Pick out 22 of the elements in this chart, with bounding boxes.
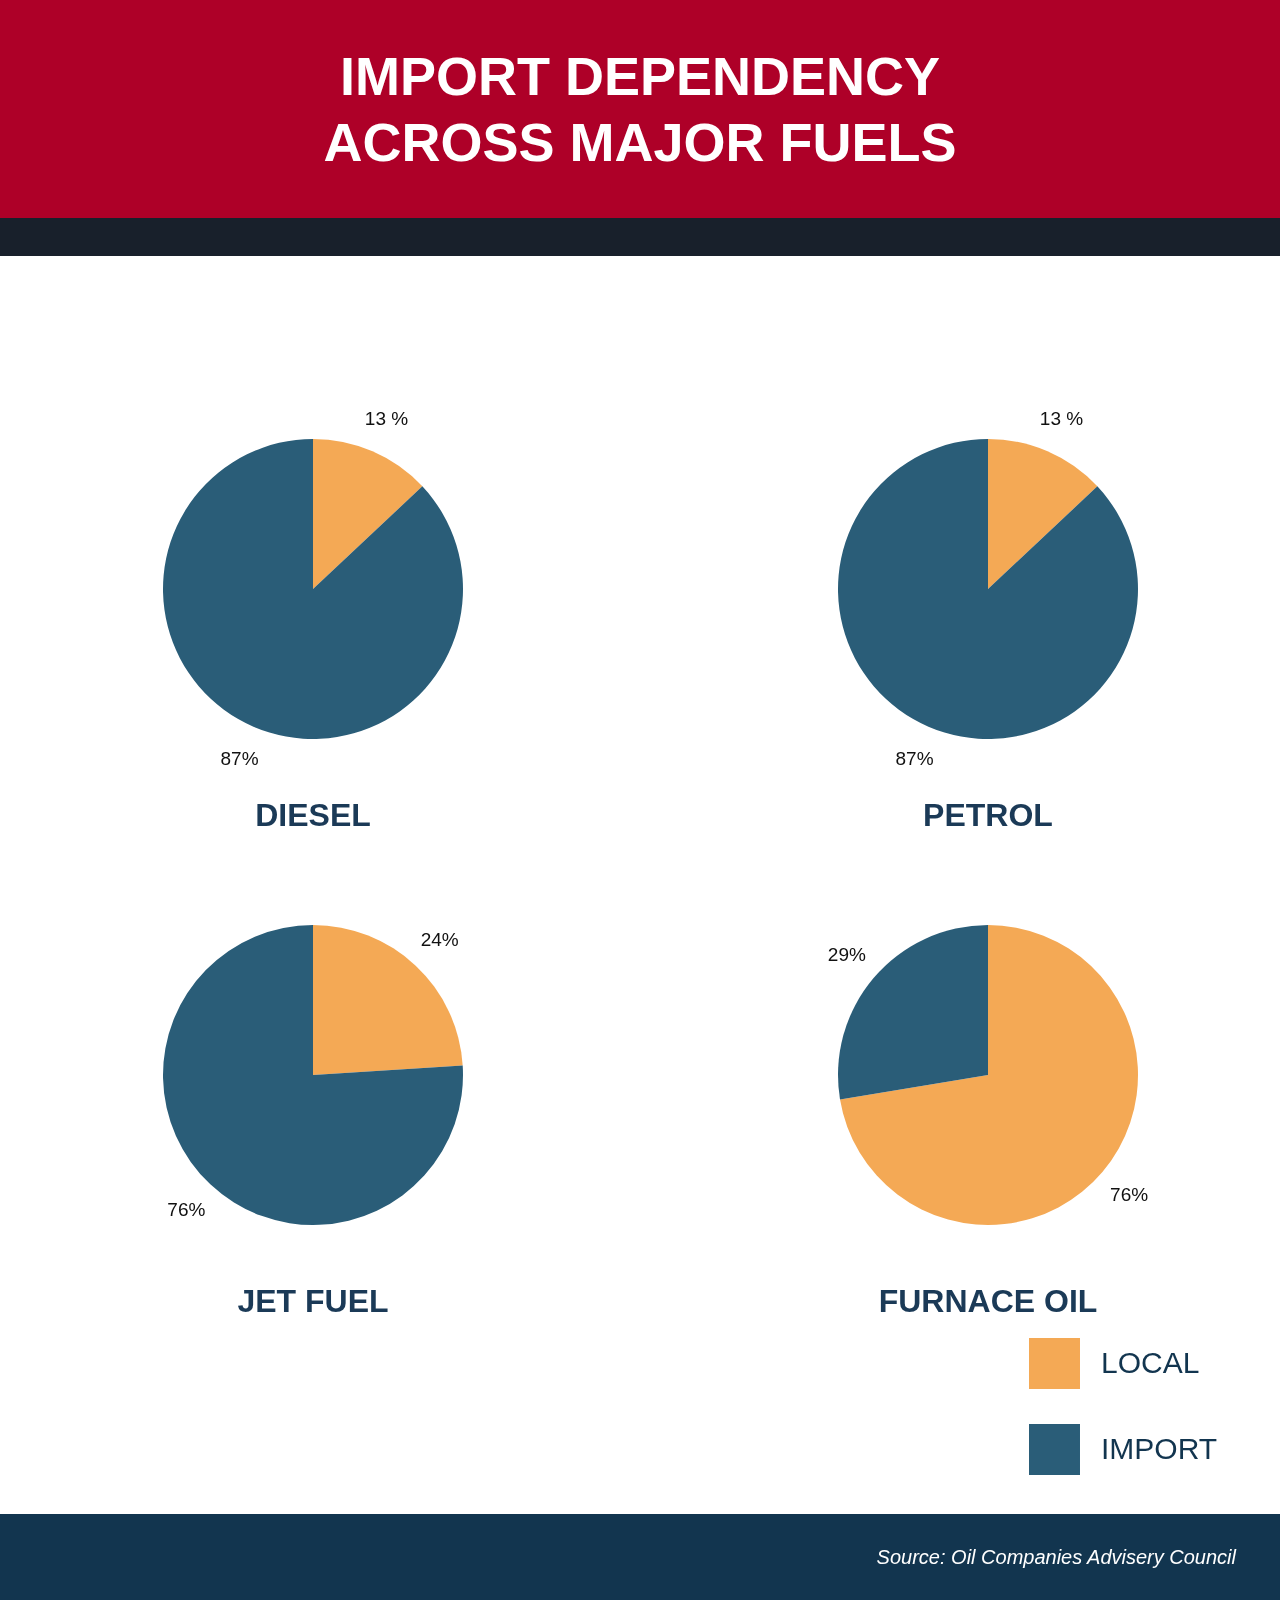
pie-slice bbox=[163, 439, 463, 739]
pie-slice bbox=[313, 925, 463, 1075]
pie-slice bbox=[163, 925, 463, 1225]
text: FURNACE OIL bbox=[878, 1283, 1098, 1319]
source-note: Source: Oil Companies Advisery Council bbox=[0, 1514, 1280, 1600]
legend-label: LOCAL bbox=[1101, 1345, 1200, 1379]
data-label: 76% bbox=[167, 1198, 206, 1220]
data-label: 87% bbox=[220, 747, 259, 769]
data-label: 29% bbox=[827, 944, 866, 966]
data-label: 87% bbox=[895, 747, 934, 769]
pie-slice bbox=[838, 439, 1138, 739]
pie-slice bbox=[313, 439, 423, 589]
text: IMPORT DEPENDENCY ACROSS MAJOR FUELS bbox=[323, 45, 957, 174]
data-label: 13 % bbox=[1039, 408, 1084, 430]
pie-slice bbox=[988, 439, 1098, 589]
text: JET FUEL bbox=[237, 1283, 389, 1319]
text: DIESEL bbox=[255, 797, 371, 833]
legend-label: IMPORT bbox=[1101, 1431, 1218, 1465]
text: PETROL bbox=[923, 797, 1053, 833]
data-label: 24% bbox=[420, 929, 459, 951]
data-label: 76% bbox=[1110, 1183, 1149, 1205]
data-label: 13 % bbox=[364, 408, 409, 430]
